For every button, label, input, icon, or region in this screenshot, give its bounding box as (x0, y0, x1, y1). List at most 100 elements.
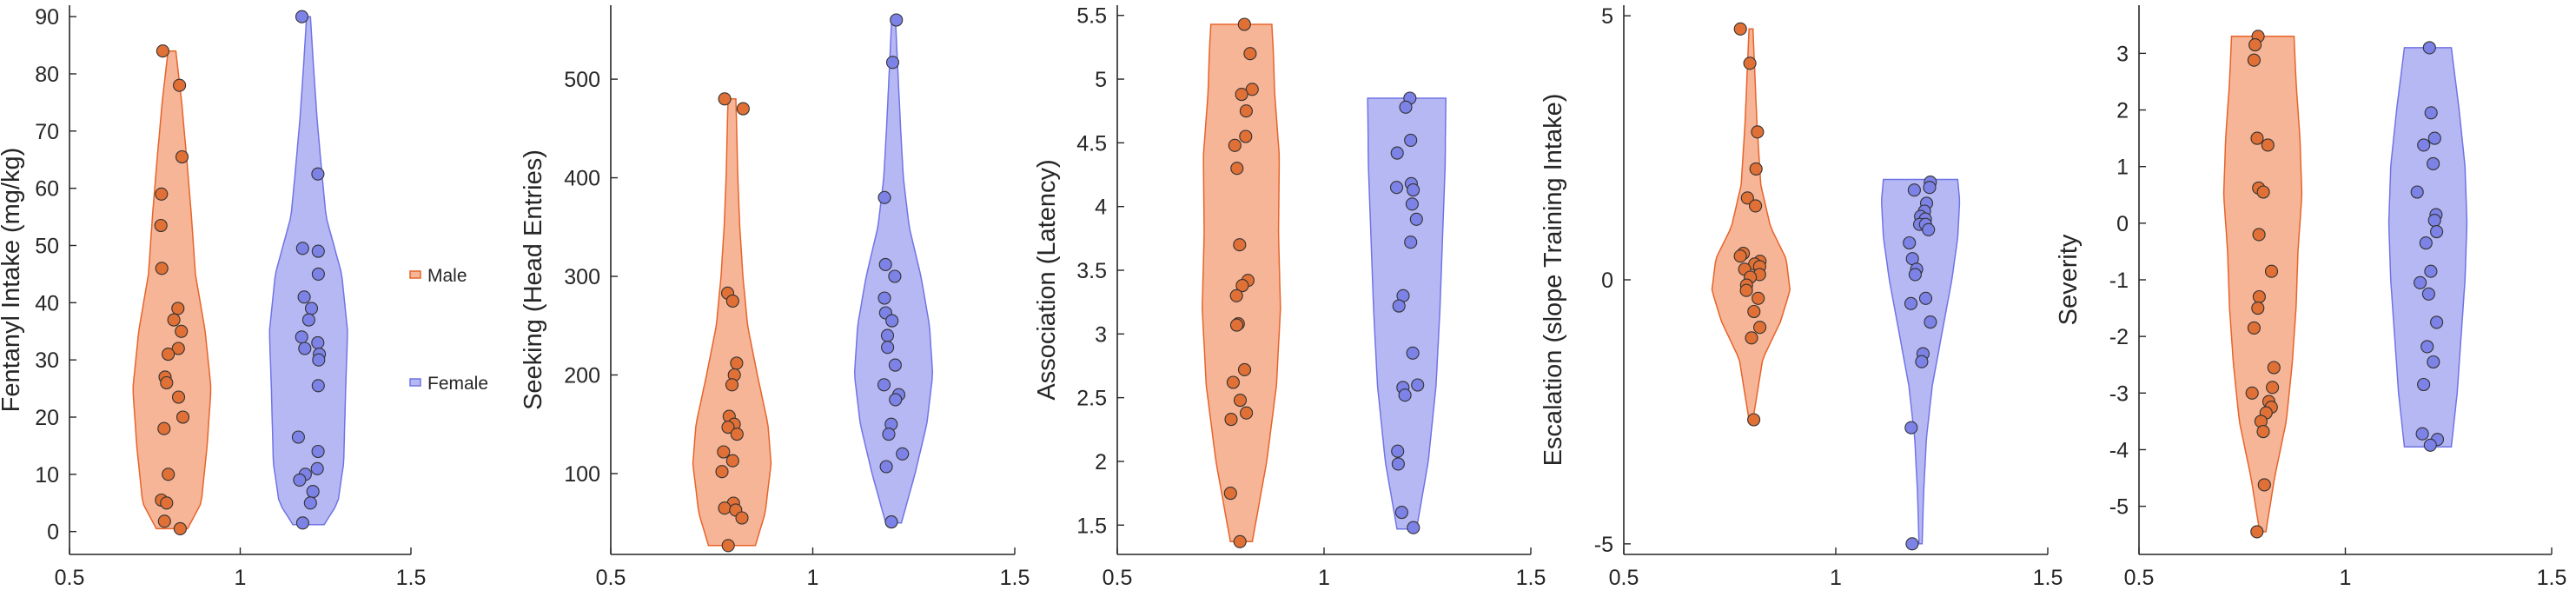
y-tick-label: -3 (2109, 381, 2129, 406)
data-point-male (1226, 375, 1240, 389)
data-point-male (160, 375, 174, 390)
violin-female (1367, 97, 1447, 530)
data-point-male (1749, 199, 1763, 213)
data-point-female (2427, 355, 2440, 369)
data-point-male (717, 445, 731, 459)
legend: Male Female (409, 266, 488, 394)
data-point-male (173, 521, 187, 535)
violin-male (2222, 36, 2303, 533)
data-point-male (175, 149, 189, 164)
data-point-male (162, 348, 175, 362)
data-point-male (1245, 83, 1259, 96)
data-point-female (1404, 133, 1418, 147)
data-point-male (2266, 381, 2280, 395)
data-point-female (877, 291, 891, 305)
data-point-male (2252, 289, 2266, 304)
x-tick-label: 0.5 (1103, 566, 1133, 590)
data-point-male (1753, 321, 1767, 335)
y-tick-label: 70 (35, 120, 59, 144)
y-tick-label: 4.5 (1076, 131, 1107, 156)
data-point-male (1224, 413, 1238, 427)
y-tick-label: 1.5 (1076, 514, 1107, 538)
panel-1: 0.5 1 1.5 0 10 20 30 40 50 60 70 80 90 Fentanyl Intak… (0, 5, 426, 590)
y-axis-label: Severity (2055, 234, 2083, 325)
data-point-female (2414, 275, 2427, 289)
y-tick-label: 0 (1601, 269, 1613, 293)
data-point-female (888, 358, 902, 372)
y-tick-label: 500 (564, 68, 600, 92)
data-point-female (2415, 427, 2429, 441)
data-point-male (171, 342, 185, 355)
y-axis-label: Fentanyl Intake (mg/kg) (0, 148, 25, 413)
data-point-male (1743, 56, 1757, 70)
data-point-male (171, 302, 185, 315)
data-point-male (157, 421, 171, 435)
y-tick-label: 4 (1095, 196, 1107, 220)
x-tick-label: 1 (1318, 566, 1330, 590)
data-point-male (2251, 302, 2265, 315)
data-point-male (718, 92, 732, 106)
data-point-male (735, 511, 749, 525)
data-point-female (2417, 377, 2431, 392)
y-tick-label: 400 (564, 167, 600, 191)
data-point-male (2267, 361, 2281, 375)
data-point-female (896, 447, 910, 461)
y-axis-label: Escalation (slope Training Intake) (1540, 94, 1567, 467)
data-point-male (1239, 129, 1253, 143)
data-point-male (1243, 47, 1257, 61)
data-point-female (888, 269, 902, 283)
panel-3: 0.5 1 1.5 1.5 2 2.5 3 3.5 4 4.5 5 5.5 Association (L… (1033, 4, 1546, 590)
data-point-female (1407, 183, 1420, 197)
data-point-male (1239, 104, 1253, 118)
legend-label-female: Female (427, 374, 488, 394)
data-point-female (1411, 378, 1425, 392)
data-point-male (1739, 283, 1753, 297)
data-point-male (1237, 17, 1251, 31)
data-point-male (162, 468, 175, 481)
data-point-female (1404, 235, 1418, 249)
data-point-male (1749, 162, 1763, 176)
y-tick-label: -5 (1594, 533, 1613, 557)
data-point-male (2252, 228, 2266, 242)
data-point-female (1922, 222, 1936, 236)
data-point-male (2247, 321, 2261, 335)
data-point-female (1904, 296, 1918, 310)
data-point-female (295, 10, 309, 23)
data-point-male (1228, 138, 1242, 152)
data-point-female (890, 13, 904, 27)
y-tick-label: 100 (564, 462, 600, 487)
data-point-male (725, 454, 739, 468)
data-point-male (1751, 125, 1765, 139)
data-point-female (2427, 214, 2441, 228)
data-point-male (1747, 413, 1761, 427)
data-point-female (1918, 291, 1933, 305)
data-point-male (725, 378, 739, 392)
data-point-female (2427, 131, 2441, 145)
x-tick-label: 0.5 (55, 566, 85, 590)
data-point-female (312, 353, 326, 367)
data-point-male (1237, 362, 1252, 376)
data-point-male (730, 356, 744, 370)
data-point-male (2247, 53, 2261, 67)
data-point-female (1915, 355, 1929, 368)
data-point-female (877, 378, 891, 392)
data-point-male (1223, 487, 1237, 501)
data-point-female (301, 313, 315, 327)
data-point-female (2419, 236, 2433, 250)
data-point-male (721, 421, 735, 434)
y-tick-label: 2 (2116, 99, 2129, 123)
data-point-female (1390, 146, 1404, 160)
data-point-female (1394, 506, 1408, 520)
y-tick-label: 3.5 (1076, 259, 1107, 283)
data-point-male (1233, 238, 1247, 252)
x-tick-label: 1 (1830, 566, 1842, 590)
legend-swatch-female (409, 378, 421, 387)
data-point-female (880, 328, 895, 342)
data-point-female (1905, 537, 1919, 551)
y-tick-label: 3 (2116, 42, 2129, 66)
x-tick-label: 1.5 (396, 566, 427, 590)
data-point-female (311, 335, 325, 349)
data-point-female (1903, 235, 1917, 250)
data-point-female (877, 190, 891, 204)
data-point-female (881, 341, 895, 355)
